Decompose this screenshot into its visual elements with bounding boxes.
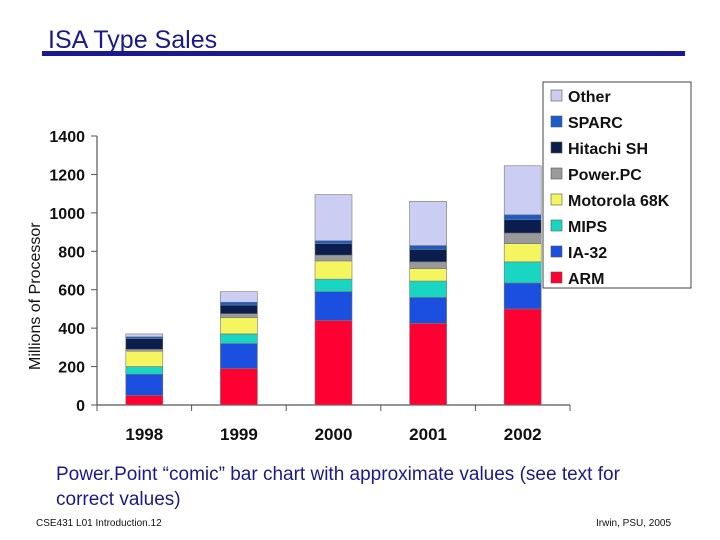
y-axis-label: Millions of Processor [27,222,44,370]
y-tick-label: 1400 [49,129,85,146]
bar-segment-motorola-68k-2001 [409,268,447,282]
bar-segment-motorola-68k-2000 [314,260,353,280]
legend-label: IA-32 [568,245,607,262]
bar-segment-ia-32-2001 [409,297,447,324]
footer-course: CSE431 L01 Introduction.12 [36,518,162,529]
legend-label: MIPS [568,219,607,236]
legend-label: ARM [568,271,604,288]
bar-segment-arm-1998 [125,395,164,406]
bar-segment-mips-2001 [409,280,447,298]
legend-swatch [550,219,563,232]
bar-segment-arm-2002 [503,308,542,406]
title-underline [42,51,685,56]
bar-segment-motorola-68k-1998 [125,350,164,367]
y-tick-label: 800 [58,244,85,261]
y-tick-label: 600 [58,283,85,300]
legend-swatch [550,245,563,258]
bar-segment-ia-32-1999 [220,343,258,369]
bar-segment-other-2000 [314,194,353,242]
x-tick-label: 1998 [125,425,163,444]
bar-segment-other-2001 [409,201,447,246]
slide-title: ISA Type Sales [48,26,218,54]
legend-swatch [550,193,563,206]
legend-label: Motorola 68K [568,193,670,210]
bar-segment-motorola-68k-2002 [503,243,542,263]
legend-label: Power.PC [568,167,642,184]
bar-segment-arm-1999 [220,368,258,406]
bar-segment-motorola-68k-1999 [220,317,258,335]
legend-swatch [550,115,563,128]
bar-segment-sparc-2000 [314,240,353,244]
bar-segment-sparc-2001 [409,245,447,250]
y-tick-label: 1000 [49,206,85,223]
bar-segment-mips-1998 [125,366,164,375]
bars [125,165,542,406]
x-tick-label: 2002 [504,425,542,444]
bar-segment-arm-2001 [409,323,447,406]
bar-segment-power-pc-2002 [503,232,542,244]
bar-segment-ia-32-2000 [314,291,353,321]
legend-swatch [550,167,563,180]
y-tick-label: 0 [76,398,85,415]
x-tick-label: 2001 [409,425,447,444]
bar-segment-hitachi-sh-1998 [125,338,164,350]
legend-box [542,81,692,289]
bar-segment-hitachi-sh-2001 [409,249,447,263]
bar-segment-sparc-1999 [220,301,258,306]
bar-segment-other-1998 [125,333,164,338]
axis-ticks: 0 200 400 600 800 1000 1200 1400 1998 1999 2000 200… [49,129,571,444]
y-tick-label: 200 [58,360,85,377]
bar-segment-other-1999 [220,291,258,303]
bar-segment-hitachi-sh-1999 [220,304,258,315]
bar-segment-mips-2002 [503,261,542,284]
bar-segment-ia-32-2002 [503,282,542,310]
bar-segment-mips-1999 [220,333,258,344]
bar-segment-hitachi-sh-2000 [314,243,353,256]
y-tick-label: 400 [58,321,85,338]
legend-label: SPARC [568,115,623,132]
footer-author: Irwin, PSU, 2005 [596,518,672,529]
legend-swatch [550,141,563,154]
y-tick-label: 1200 [49,167,85,184]
bar-segment-mips-2000 [314,278,353,292]
bar-segment-sparc-2002 [503,214,542,220]
x-tick-label: 2000 [315,425,353,444]
legend-label: Hitachi SH [568,141,648,158]
legend: Other SPARC Hitachi SH Power.PC Motorola 68K… [542,81,692,289]
bar-segment-power-pc-2001 [409,261,447,269]
bar-segment-arm-2000 [314,320,353,406]
legend-swatch [550,271,563,284]
slide-caption: Power.Point “comic” bar chart with appro… [56,462,656,512]
bar-segment-hitachi-sh-2002 [503,219,542,234]
legend-label: Other [568,89,611,106]
x-tick-label: 1999 [220,425,258,444]
legend-swatch [550,89,563,102]
bar-segment-power-pc-2000 [314,254,353,262]
bar-segment-power-pc-1999 [220,313,258,318]
bar-segment-other-2002 [503,165,542,216]
bar-segment-ia-32-1998 [125,373,164,396]
caption-text: Power.Point “comic” bar chart with appro… [56,464,620,510]
